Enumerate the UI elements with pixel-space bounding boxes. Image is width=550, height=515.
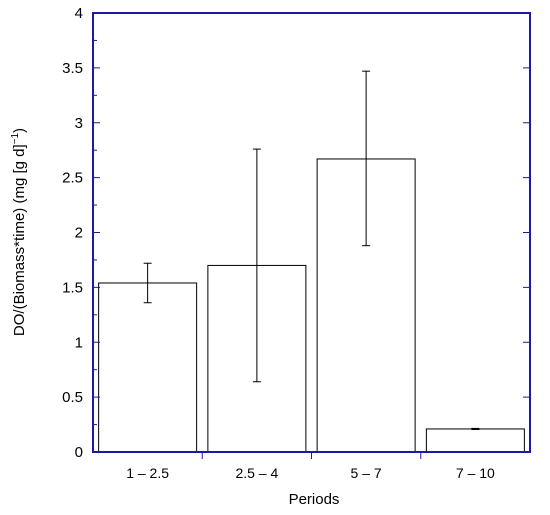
y-tick-label: 4 [75, 5, 83, 22]
y-axis-label: DO/(Biomass*time) (mg [g d]−1) [10, 128, 28, 336]
x-tick-label: 1 – 2.5 [126, 465, 169, 481]
y-tick-label: 2.5 [62, 170, 83, 187]
x-tick-label: 5 – 7 [351, 465, 382, 481]
y-tick-label: 1.5 [62, 279, 83, 296]
y-tick-label: 3.5 [62, 60, 83, 77]
plot-area: 1 – 2.5 2.5 – 4 5 – 7 7 – 10 0 0.5 1 1.5 2 2.5 3 3.… [62, 5, 531, 481]
y-tick-label: 3 [75, 115, 83, 132]
y-tick-label: 0 [75, 444, 83, 461]
y-tick-label: 1 [75, 334, 83, 351]
y-axis-label-exponent: −1 [10, 133, 21, 145]
y-axis-label-close: ) [11, 128, 28, 133]
y-tick-label: 0.5 [62, 389, 83, 406]
x-tick-label: 2.5 – 4 [235, 465, 278, 481]
x-axis-label: Periods [289, 491, 340, 508]
bar [425, 428, 525, 453]
x-tick-label: 7 – 10 [456, 465, 495, 481]
bar [98, 282, 198, 453]
y-tick-label: 2 [75, 225, 83, 242]
y-axis-label-main: DO/(Biomass*time) (mg [g d] [11, 144, 28, 336]
